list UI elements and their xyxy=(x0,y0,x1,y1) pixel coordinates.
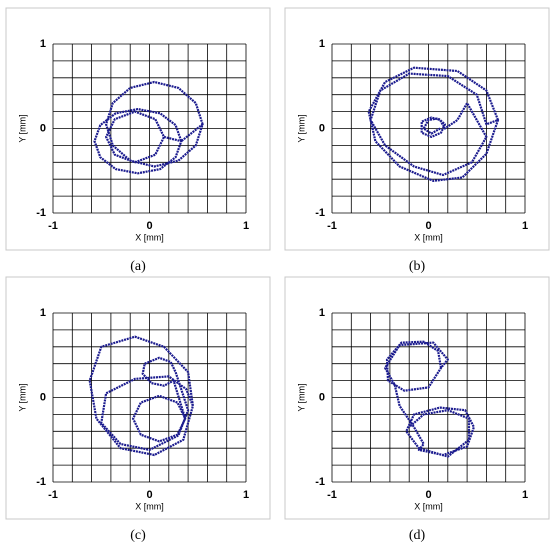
caption: (d) xyxy=(409,528,426,543)
x-tick-label: 0 xyxy=(146,489,152,501)
y-axis-label: Y [mm] xyxy=(296,383,306,411)
y-tick-label: 0 xyxy=(319,391,325,403)
x-tick-label: 1 xyxy=(243,220,249,232)
panel-frame xyxy=(284,7,550,251)
caption: (c) xyxy=(130,528,146,543)
y-tick-label: 1 xyxy=(319,307,325,319)
y-tick-label: 1 xyxy=(319,38,325,50)
panel-frame xyxy=(5,7,271,251)
x-tick-label: 0 xyxy=(425,220,431,232)
y-tick-label: 0 xyxy=(40,122,46,134)
y-tick-label: -1 xyxy=(315,476,325,488)
y-tick-label: 0 xyxy=(40,391,46,403)
caption: (b) xyxy=(409,259,426,274)
y-tick-label: -1 xyxy=(36,476,46,488)
y-tick-label: 1 xyxy=(40,307,46,319)
y-tick-label: 1 xyxy=(40,38,46,50)
y-axis-label: Y [mm] xyxy=(17,383,27,411)
x-tick-label: -1 xyxy=(327,220,337,232)
x-tick-label: 1 xyxy=(522,220,528,232)
x-tick-label: -1 xyxy=(327,489,337,501)
y-tick-label: 0 xyxy=(319,122,325,134)
trajectory xyxy=(367,66,500,182)
x-tick-label: 0 xyxy=(425,489,431,501)
x-axis-label: X [mm] xyxy=(135,232,164,242)
trajectory xyxy=(93,80,204,175)
x-tick-label: 0 xyxy=(146,220,152,232)
x-tick-label: -1 xyxy=(48,220,58,232)
x-axis-label: X [mm] xyxy=(414,232,443,242)
y-axis-label: Y [mm] xyxy=(17,114,27,142)
y-axis-label: Y [mm] xyxy=(296,114,306,142)
panel-frame xyxy=(5,276,271,520)
caption: (a) xyxy=(130,259,146,274)
y-tick-label: -1 xyxy=(36,207,46,219)
x-tick-label: -1 xyxy=(48,489,58,501)
x-axis-label: X [mm] xyxy=(135,501,164,511)
y-tick-label: -1 xyxy=(315,207,325,219)
x-tick-label: 1 xyxy=(243,489,249,501)
x-axis-label: X [mm] xyxy=(414,501,443,511)
trajectory xyxy=(88,335,194,457)
panel-frame xyxy=(284,276,550,520)
x-tick-label: 1 xyxy=(522,489,528,501)
trajectory xyxy=(384,340,475,458)
